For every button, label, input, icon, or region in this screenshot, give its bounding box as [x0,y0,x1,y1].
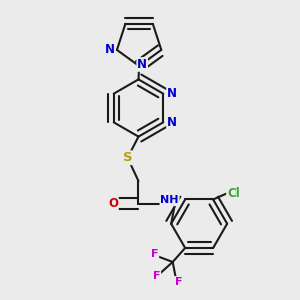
Text: N: N [105,44,115,56]
Text: N: N [167,87,177,100]
Text: F: F [175,277,182,287]
Text: NH: NH [160,195,179,206]
Text: F: F [153,271,160,281]
Text: O: O [108,197,118,210]
Text: N: N [137,58,147,71]
Text: N: N [167,116,177,129]
Text: Cl: Cl [227,187,240,200]
Text: S: S [123,151,132,164]
Text: F: F [151,249,158,259]
